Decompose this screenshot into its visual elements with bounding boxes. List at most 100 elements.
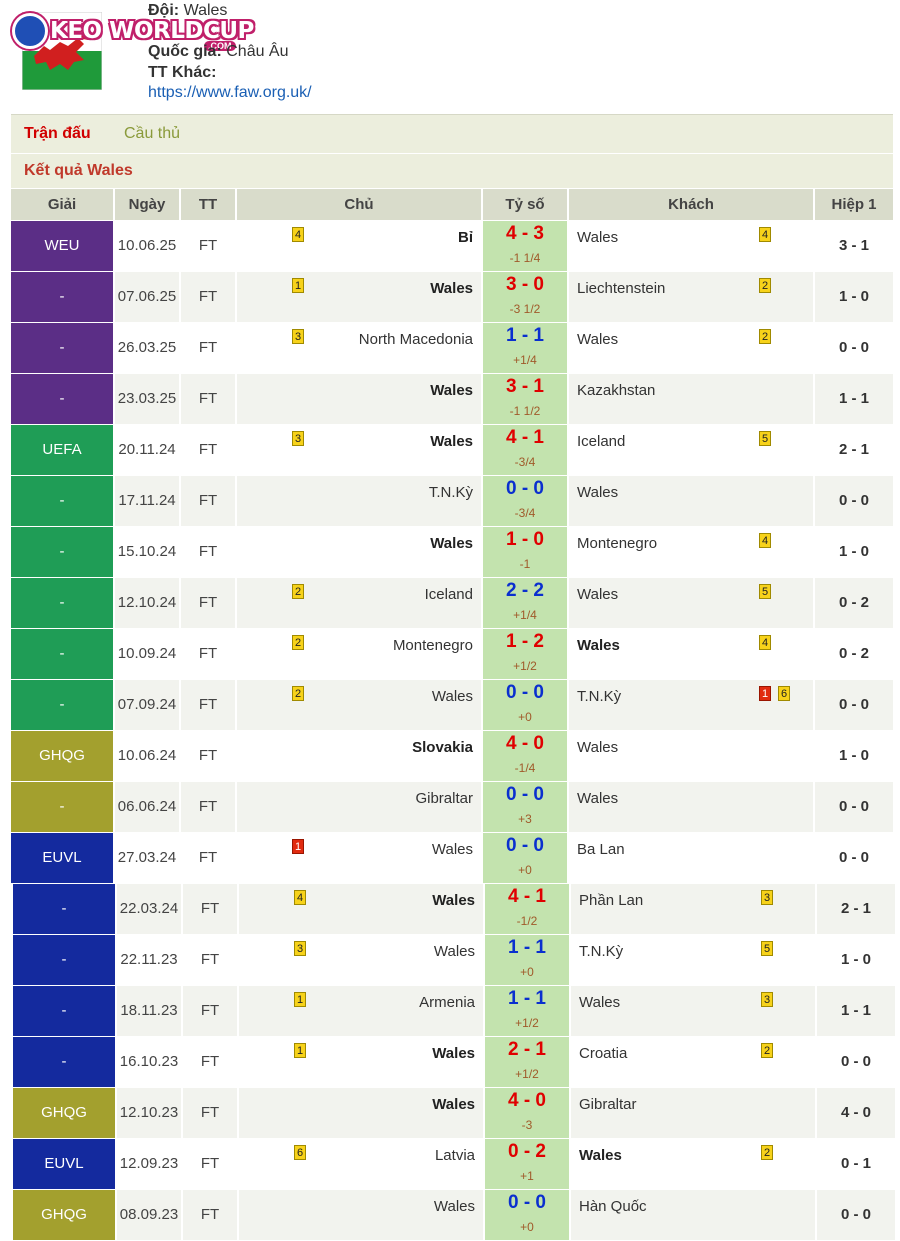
away-team[interactable]: Phần Lan xyxy=(579,892,644,909)
score[interactable]: 1 - 0 xyxy=(505,529,545,550)
score[interactable]: 0 - 2 xyxy=(507,1141,547,1162)
score-cell[interactable]: 3 - 0 -3 1/2 xyxy=(483,272,569,322)
home-team[interactable]: Wales xyxy=(430,382,473,399)
table-row[interactable]: EUVL 12.09.23 FT 6 Latvia 0 - 2 +1 Wales 2 0 - 1 xyxy=(13,1139,895,1189)
league-badge[interactable]: UEFA xyxy=(11,425,115,475)
league-badge[interactable]: - xyxy=(11,272,115,322)
away-team[interactable]: T.N.Kỳ xyxy=(579,943,624,960)
away-team[interactable]: Wales xyxy=(577,484,619,501)
away-team[interactable]: Wales xyxy=(577,586,619,603)
away-team[interactable]: T.N.Kỳ xyxy=(577,688,622,705)
score-cell[interactable]: 1 - 1 +0 xyxy=(485,935,571,985)
score[interactable]: 0 - 0 xyxy=(507,1192,547,1213)
league-badge[interactable]: GHQG xyxy=(11,731,115,781)
table-row[interactable]: GHQG 08.09.23 FT Wales 0 - 0 +0 Hàn Quốc 0 - 0 xyxy=(13,1190,895,1240)
score[interactable]: 0 - 0 xyxy=(505,682,545,703)
table-row[interactable]: -10.09.24 FT 2 Montenegro 1 - 2 +1/2 Wales 4 0 -… xyxy=(11,629,893,679)
score[interactable]: 3 - 1 xyxy=(505,376,545,397)
score-cell[interactable]: 4 - 0 -1/4 xyxy=(483,731,569,781)
home-team[interactable]: Armenia xyxy=(419,994,475,1011)
away-team[interactable]: Ba Lan xyxy=(577,841,625,858)
home-team[interactable]: North Macedonia xyxy=(358,331,473,348)
table-row[interactable]: -18.11.23 FT 1 Armenia 1 - 1 +1/2 Wales 3 1 - 1 xyxy=(13,986,895,1036)
table-row[interactable]: -07.06.25 FT 1 Wales 3 - 0 -3 1/2 Liechtenstei… xyxy=(11,272,893,322)
home-team[interactable]: Wales xyxy=(432,1045,475,1062)
table-row[interactable]: -12.10.24 FT 2 Iceland 2 - 2 +1/4 Wales 5 0 - 2 xyxy=(11,578,893,628)
away-team[interactable]: Kazakhstan xyxy=(577,382,656,399)
score-cell[interactable]: 0 - 0 +0 xyxy=(483,680,569,730)
table-row[interactable]: -26.03.25 FT 3 North Macedonia 1 - 1 +1/4 Wale… xyxy=(11,323,893,373)
table-row[interactable]: -22.11.23 FT 3 Wales 1 - 1 +0 T.N.Kỳ 5 1 - 0 xyxy=(13,935,895,985)
home-team[interactable]: Wales xyxy=(432,892,475,909)
score-cell[interactable]: 1 - 2 +1/2 xyxy=(483,629,569,679)
score-cell[interactable]: 2 - 2 +1/4 xyxy=(483,578,569,628)
league-badge[interactable]: - xyxy=(11,782,115,832)
score[interactable]: 2 - 2 xyxy=(505,580,545,601)
away-team[interactable]: Wales xyxy=(577,229,619,246)
league-badge[interactable]: GHQG xyxy=(13,1190,117,1240)
away-team[interactable]: Liechtenstein xyxy=(577,280,666,297)
away-team[interactable]: Wales xyxy=(579,1147,622,1164)
league-badge[interactable]: - xyxy=(13,986,117,1036)
league-badge[interactable]: - xyxy=(11,680,115,730)
score[interactable]: 4 - 0 xyxy=(507,1090,547,1111)
score[interactable]: 1 - 1 xyxy=(507,988,547,1009)
tab-matches[interactable]: Trận đấu xyxy=(24,125,91,142)
away-team[interactable]: Montenegro xyxy=(577,535,658,552)
table-row[interactable]: -17.11.24 FT T.N.Kỳ 0 - 0 -3/4 Wales 0 - 0 xyxy=(11,476,893,526)
home-team[interactable]: Wales xyxy=(430,280,473,297)
home-team[interactable]: Bỉ xyxy=(458,229,473,246)
score[interactable]: 0 - 0 xyxy=(505,478,545,499)
score[interactable]: 1 - 2 xyxy=(505,631,545,652)
score-cell[interactable]: 0 - 0 +0 xyxy=(483,833,569,883)
score-cell[interactable]: 1 - 1 +1/4 xyxy=(483,323,569,373)
league-badge[interactable]: - xyxy=(11,629,115,679)
league-badge[interactable]: EUVL xyxy=(13,1139,117,1189)
score-cell[interactable]: 0 - 0 -3/4 xyxy=(483,476,569,526)
league-badge[interactable]: GHQG xyxy=(13,1088,117,1138)
score[interactable]: 1 - 1 xyxy=(507,937,547,958)
score-cell[interactable]: 0 - 2 +1 xyxy=(485,1139,571,1189)
table-row[interactable]: -23.03.25 FT Wales 3 - 1 -1 1/2 Kazakhstan 1 -… xyxy=(11,374,893,424)
score-cell[interactable]: 4 - 0 -3 xyxy=(485,1088,571,1138)
league-badge[interactable]: - xyxy=(11,476,115,526)
score-cell[interactable]: 2 - 1 +1/2 xyxy=(485,1037,571,1087)
home-team[interactable]: Slovakia xyxy=(412,739,473,756)
score-cell[interactable]: 4 - 1 -1/2 xyxy=(485,884,571,934)
away-team[interactable]: Wales xyxy=(577,331,619,348)
home-team[interactable]: Wales xyxy=(433,1198,475,1215)
table-row[interactable]: EUVL 27.03.24 FT 1 Wales 0 - 0 +0 Ba Lan 0 - 0 xyxy=(11,833,893,883)
home-team[interactable]: Wales xyxy=(431,841,473,858)
league-badge[interactable]: - xyxy=(11,374,115,424)
score[interactable]: 2 - 1 xyxy=(507,1039,547,1060)
away-team[interactable]: Gibraltar xyxy=(579,1096,637,1113)
table-row[interactable]: UEFA 20.11.24 FT 3 Wales 4 - 1 -3/4 Iceland 5 2 -… xyxy=(11,425,893,475)
score[interactable]: 0 - 0 xyxy=(505,835,545,856)
score-cell[interactable]: 4 - 1 -3/4 xyxy=(483,425,569,475)
website-link[interactable]: https://www.faw.org.uk/ xyxy=(148,84,312,101)
league-badge[interactable]: - xyxy=(11,323,115,373)
table-row[interactable]: WEU 10.06.25 FT 4 Bỉ 4 - 3 -1 1/4 Wales 4 3 - 1 xyxy=(11,221,893,271)
home-team[interactable]: Montenegro xyxy=(392,637,473,654)
league-badge[interactable]: WEU xyxy=(11,221,115,271)
home-team[interactable]: Latvia xyxy=(434,1147,475,1164)
score[interactable]: 4 - 1 xyxy=(505,427,545,448)
league-badge[interactable]: - xyxy=(13,884,117,934)
score-cell[interactable]: 0 - 0 +3 xyxy=(483,782,569,832)
score[interactable]: 0 - 0 xyxy=(505,784,545,805)
away-team[interactable]: Iceland xyxy=(577,433,626,450)
score-cell[interactable]: 1 - 1 +1/2 xyxy=(485,986,571,1036)
table-row[interactable]: GHQG 10.06.24 FT Slovakia 4 - 0 -1/4 Wales 1 - … xyxy=(11,731,893,781)
league-badge[interactable]: - xyxy=(13,935,117,985)
league-badge[interactable]: - xyxy=(11,578,115,628)
home-team[interactable]: Wales xyxy=(430,535,473,552)
away-team[interactable]: Wales xyxy=(579,994,621,1011)
table-row[interactable]: -07.09.24 FT 2 Wales 0 - 0 +0 T.N.Kỳ 1 6 0 - 0 xyxy=(11,680,893,730)
score-cell[interactable]: 4 - 3 -1 1/4 xyxy=(483,221,569,271)
away-team[interactable]: Wales xyxy=(577,637,620,654)
away-team[interactable]: Croatia xyxy=(579,1045,628,1062)
home-team[interactable]: Wales xyxy=(433,943,475,960)
home-team[interactable]: Wales xyxy=(430,433,473,450)
score[interactable]: 3 - 0 xyxy=(505,274,545,295)
home-team[interactable]: Iceland xyxy=(424,586,473,603)
